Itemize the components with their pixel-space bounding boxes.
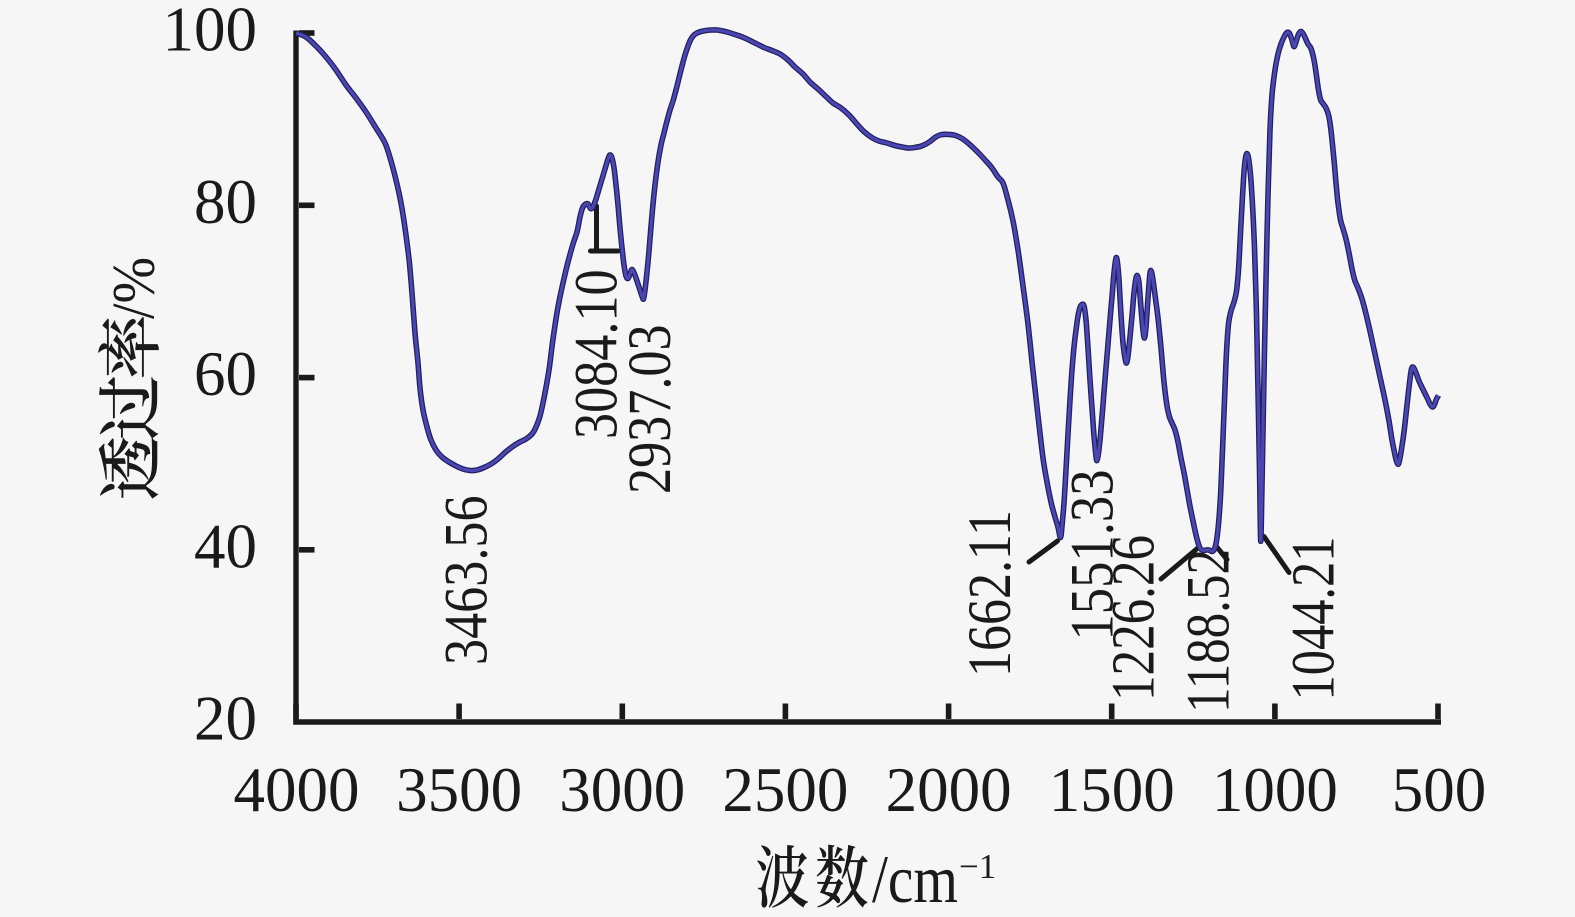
svg-text:2500: 2500 xyxy=(722,755,848,825)
svg-text:1000: 1000 xyxy=(1212,755,1338,825)
svg-text:1662.11: 1662.11 xyxy=(957,510,1024,677)
svg-text:3084.10: 3084.10 xyxy=(564,269,631,439)
svg-text:3000: 3000 xyxy=(559,755,685,825)
svg-text:60: 60 xyxy=(194,339,257,409)
svg-text:500: 500 xyxy=(1392,755,1487,825)
svg-text:4000: 4000 xyxy=(234,755,360,825)
svg-text:/cm: /cm xyxy=(872,841,958,917)
svg-text:1551.33: 1551.33 xyxy=(1060,470,1127,641)
svg-text:1044.21: 1044.21 xyxy=(1281,537,1348,701)
svg-text:2000: 2000 xyxy=(886,755,1012,825)
svg-text:20: 20 xyxy=(194,684,257,754)
svg-text:3500: 3500 xyxy=(396,755,522,825)
svg-text:100: 100 xyxy=(163,0,258,65)
svg-text:/%: /% xyxy=(101,257,167,319)
svg-text:1188.52: 1188.52 xyxy=(1175,549,1242,713)
svg-text:2937.03: 2937.03 xyxy=(617,324,684,494)
svg-text:3463.56: 3463.56 xyxy=(434,495,501,665)
svg-text:40: 40 xyxy=(194,511,257,581)
svg-text:1500: 1500 xyxy=(1049,755,1175,825)
svg-text:−1: −1 xyxy=(959,847,996,886)
svg-text:1226.26: 1226.26 xyxy=(1101,535,1168,701)
svg-text:80: 80 xyxy=(194,167,257,237)
